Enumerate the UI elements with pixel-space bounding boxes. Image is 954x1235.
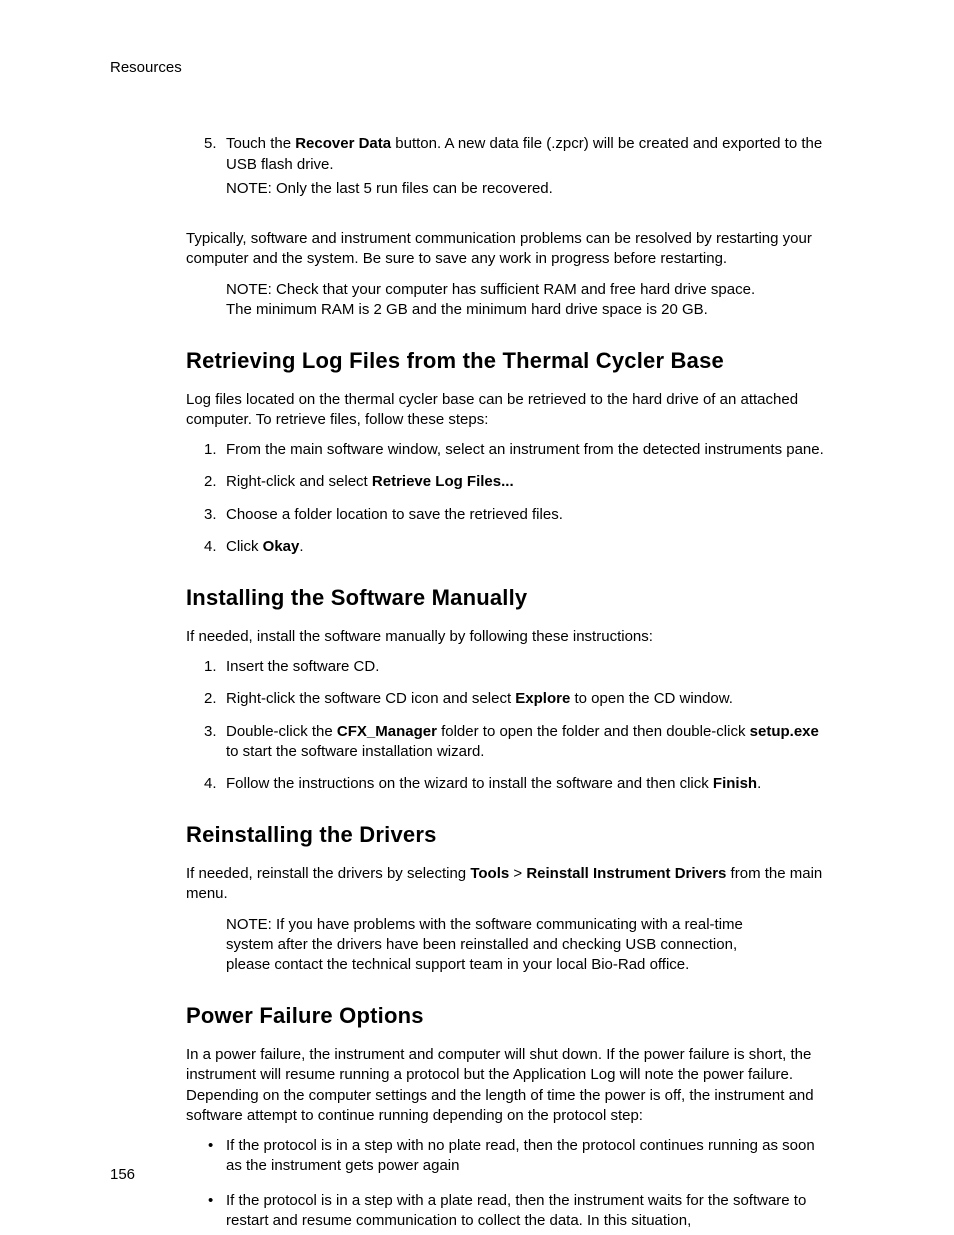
bold-text: setup.exe bbox=[750, 723, 819, 740]
list-item: 5. Touch the Recover Data button. A new … bbox=[226, 134, 844, 199]
list-text: Choose a folder location to save the ret… bbox=[226, 506, 563, 523]
bold-text: Reinstall Instrument Drivers bbox=[526, 865, 726, 882]
paragraph: Typically, software and instrument commu… bbox=[186, 229, 844, 270]
text: Click bbox=[226, 538, 263, 555]
list-item: • If the protocol is in a step with no p… bbox=[226, 1136, 844, 1177]
text: to open the CD window. bbox=[570, 690, 733, 707]
bold-text: Okay bbox=[263, 538, 300, 555]
text: to start the software installation wizar… bbox=[226, 743, 484, 760]
text: Right-click the software CD icon and sel… bbox=[226, 690, 515, 707]
text: If needed, reinstall the drivers by sele… bbox=[186, 865, 470, 882]
list-item: 4. Click Okay. bbox=[226, 537, 844, 557]
text: Double-click the bbox=[226, 723, 337, 740]
list-marker: 1. bbox=[204, 440, 217, 460]
list-item: 3. Double-click the CFX_Manager folder t… bbox=[226, 722, 844, 763]
ordered-list: 1. Insert the software CD. 2. Right-clic… bbox=[110, 657, 844, 794]
text: > bbox=[509, 865, 526, 882]
list-marker: 3. bbox=[204, 505, 217, 525]
list-text: Insert the software CD. bbox=[226, 658, 379, 675]
bold-text: Tools bbox=[470, 865, 509, 882]
heading-retrieving-log-files: Retrieving Log Files from the Thermal Cy… bbox=[186, 346, 844, 376]
heading-power-failure: Power Failure Options bbox=[186, 1001, 844, 1031]
note-text: NOTE: Only the last 5 run files can be r… bbox=[226, 179, 834, 199]
list-text: From the main software window, select an… bbox=[226, 441, 824, 458]
list-text: If the protocol is in a step with no pla… bbox=[226, 1137, 815, 1174]
running-header: Resources bbox=[110, 58, 844, 78]
list-item: 1. From the main software window, select… bbox=[226, 440, 844, 460]
list-text: If the protocol is in a step with a plat… bbox=[226, 1192, 806, 1229]
list-item: • If the protocol is in a step with a pl… bbox=[226, 1191, 844, 1232]
list-marker: 2. bbox=[204, 689, 217, 709]
paragraph: If needed, install the software manually… bbox=[186, 627, 844, 647]
text: . bbox=[299, 538, 303, 555]
list-item: 3. Choose a folder location to save the … bbox=[226, 505, 844, 525]
bold-text: Finish bbox=[713, 775, 757, 792]
note-text: NOTE: Check that your computer has suffi… bbox=[110, 280, 844, 321]
heading-installing-software: Installing the Software Manually bbox=[186, 583, 844, 613]
bold-text: Explore bbox=[515, 690, 570, 707]
list-item: 2. Right-click and select Retrieve Log F… bbox=[226, 472, 844, 492]
list-text: Double-click the CFX_Manager folder to o… bbox=[226, 723, 819, 760]
list-text: Touch the Recover Data button. A new dat… bbox=[226, 135, 822, 172]
text: Follow the instructions on the wizard to… bbox=[226, 775, 713, 792]
text: Right-click and select bbox=[226, 473, 372, 490]
bold-text: CFX_Manager bbox=[337, 723, 437, 740]
text: Touch the bbox=[226, 135, 295, 152]
list-marker: 4. bbox=[204, 774, 217, 794]
list-text: Follow the instructions on the wizard to… bbox=[226, 775, 761, 792]
list-item: 2. Right-click the software CD icon and … bbox=[226, 689, 844, 709]
ordered-list-continuation: 5. Touch the Recover Data button. A new … bbox=[110, 134, 844, 199]
list-text: Right-click the software CD icon and sel… bbox=[226, 690, 733, 707]
ordered-list: 1. From the main software window, select… bbox=[110, 440, 844, 557]
heading-reinstalling-drivers: Reinstalling the Drivers bbox=[186, 820, 844, 850]
paragraph: Log files located on the thermal cycler … bbox=[186, 390, 844, 431]
paragraph: In a power failure, the instrument and c… bbox=[186, 1045, 844, 1126]
list-marker: 5. bbox=[204, 134, 217, 154]
paragraph: If needed, reinstall the drivers by sele… bbox=[186, 864, 844, 905]
bullet-marker: • bbox=[208, 1191, 213, 1211]
list-marker: 4. bbox=[204, 537, 217, 557]
list-marker: 3. bbox=[204, 722, 217, 742]
bold-text: Recover Data bbox=[295, 135, 391, 152]
list-item: 4. Follow the instructions on the wizard… bbox=[226, 774, 844, 794]
text: folder to open the folder and then doubl… bbox=[437, 723, 750, 740]
bold-text: Retrieve Log Files... bbox=[372, 473, 514, 490]
list-item: 1. Insert the software CD. bbox=[226, 657, 844, 677]
page-number: 156 bbox=[110, 1165, 135, 1185]
bullet-list: • If the protocol is in a step with no p… bbox=[110, 1136, 844, 1231]
list-text: Right-click and select Retrieve Log File… bbox=[226, 473, 514, 490]
text: . bbox=[757, 775, 761, 792]
list-marker: 2. bbox=[204, 472, 217, 492]
note-text: NOTE: If you have problems with the soft… bbox=[110, 915, 844, 976]
bullet-marker: • bbox=[208, 1136, 213, 1156]
list-text: Click Okay. bbox=[226, 538, 304, 555]
list-marker: 1. bbox=[204, 657, 217, 677]
